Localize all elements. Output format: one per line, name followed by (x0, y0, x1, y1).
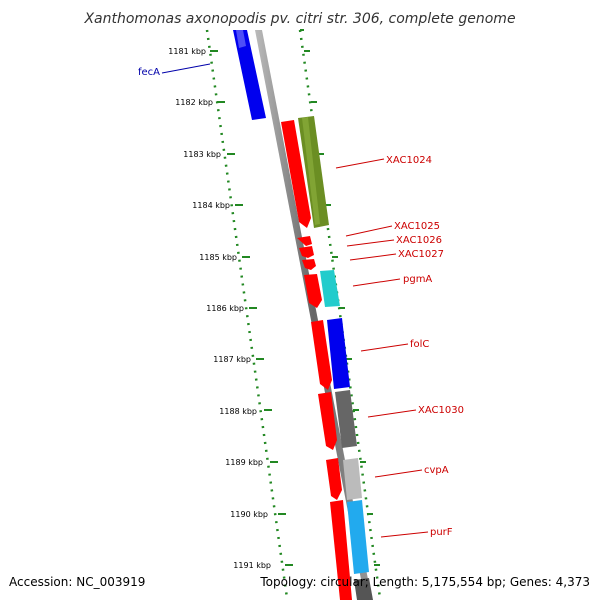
cog-track (298, 116, 373, 600)
ruler-label: 1188 kbp (219, 407, 257, 416)
gene-label-XAC1030[interactable]: XAC1030 (418, 405, 464, 416)
leader-line-XAC1027 (349, 253, 397, 261)
gene-pgmA[interactable] (304, 274, 322, 308)
ruler-label: 1183 kbp (183, 150, 221, 159)
ruler-label: 1190 kbp (230, 510, 268, 519)
gene-XAC1024[interactable] (281, 120, 311, 228)
gene-label-cvpA[interactable]: cvpA (424, 465, 449, 476)
leader-line-XAC1024 (335, 158, 385, 169)
gene-label-XAC1027[interactable]: XAC1027 (398, 249, 444, 260)
cog-block-lightgray (343, 458, 362, 500)
gene-fecA[interactable] (233, 30, 266, 120)
cog-block-skyblue (347, 500, 369, 574)
gene-XAC1030[interactable] (318, 392, 337, 450)
leader-line-XAC1025 (345, 225, 393, 237)
cog-block-blue (327, 318, 350, 389)
gene-fecA-highlight (236, 30, 246, 48)
ruler-label: 1185 kbp (199, 253, 237, 262)
accession-text: Accession: NC_003919 (9, 575, 145, 589)
label-leader-lines (161, 63, 429, 538)
gene-label-folC[interactable]: folC (410, 339, 429, 350)
cog-block-olive-highlight (302, 117, 320, 225)
gene-label-purF[interactable]: purF (430, 527, 453, 538)
leader-line-XAC1026 (346, 239, 395, 247)
gene-label-XAC1026[interactable]: XAC1026 (396, 235, 442, 246)
ruler-label: 1184 kbp (192, 201, 230, 210)
leader-line-fecA (161, 63, 211, 74)
ruler-label: 1186 kbp (206, 304, 244, 313)
ruler-label: 1189 kbp (225, 458, 263, 467)
gene-label-XAC1024[interactable]: XAC1024 (386, 155, 432, 166)
gene-XAC1026[interactable] (299, 246, 314, 258)
ruler-label: 1187 kbp (213, 355, 251, 364)
genome-summary-text: Topology: circular; Length: 5,175,554 bp… (259, 575, 590, 589)
gene-folC[interactable] (311, 320, 332, 390)
gene-labels: fecA XAC1024 XAC1025 XAC1026 XAC1027 pgm… (138, 67, 464, 538)
ruler-label: 1181 kbp (168, 47, 206, 56)
leader-line-pgmA (352, 278, 401, 287)
cog-block-darkgray-bottom (354, 578, 373, 600)
gene-cvpA[interactable] (326, 458, 342, 500)
gene-purF[interactable] (330, 500, 352, 600)
ruler-label: 1191 kbp (233, 561, 271, 570)
leader-line-folC (360, 343, 409, 352)
cog-block-cyan (320, 270, 340, 307)
map-title: Xanthomonas axonopodis pv. citri str. 30… (83, 11, 515, 27)
forward-cds-track (281, 120, 352, 600)
gene-XAC1027[interactable] (302, 259, 316, 270)
ruler-ticks-right (300, 29, 380, 566)
gene-XAC1025[interactable] (297, 236, 312, 246)
genome-backbone (255, 30, 372, 600)
ruler-label: 1182 kbp (175, 98, 213, 107)
gene-label-XAC1025[interactable]: XAC1025 (394, 221, 440, 232)
leader-line-purF (380, 531, 429, 538)
gene-label-fecA[interactable]: fecA (138, 67, 160, 78)
leader-line-XAC1030 (367, 409, 417, 418)
ruler-labels: 1181 kbp 1182 kbp 1183 kbp 1184 kbp 1185… (168, 47, 271, 570)
ruler-ticks (210, 50, 293, 566)
gene-label-pgmA[interactable]: pgmA (403, 274, 432, 285)
leader-line-cvpA (374, 469, 423, 478)
cog-block-darkgray (335, 390, 357, 448)
